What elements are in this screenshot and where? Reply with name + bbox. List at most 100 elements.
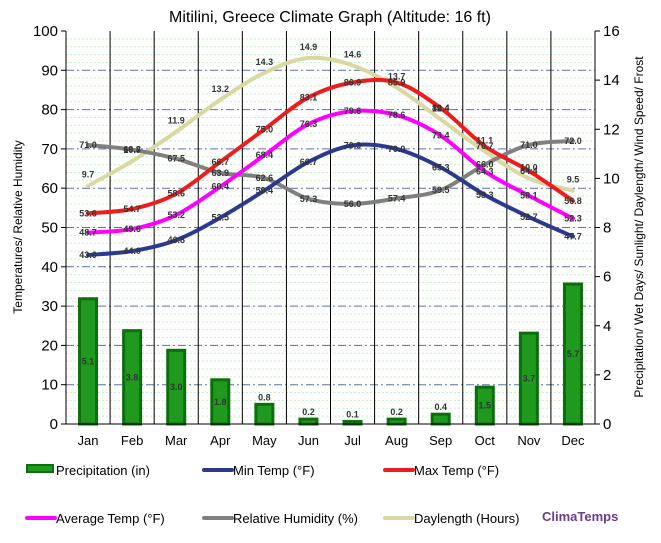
left-axis-label: Temperatures/ Relative Humidity (11, 140, 25, 313)
average-temp-f-label-nov: 58.1 (520, 191, 538, 201)
left-tick-label: 30 (41, 298, 58, 315)
precip-label-apr: 1.8 (214, 397, 227, 407)
daylength-hours-label-jul: 14.6 (344, 49, 362, 59)
daylength-hours-label-oct: 11.1 (476, 135, 493, 145)
x-tick-jul: Jul (344, 433, 361, 448)
precip-bar-aug (388, 419, 405, 424)
precip-label-jun: 0.2 (302, 407, 315, 417)
precip-label-jul: 0.1 (346, 410, 359, 420)
average-temp-f-label-jun: 76.3 (300, 119, 318, 129)
relative-humidity-label-apr: 63.9 (212, 168, 230, 178)
legend-label-relative-humidity: Relative Humidity (%) (233, 511, 358, 526)
daylength-hours-label-may: 14.3 (256, 57, 274, 67)
min-temp-f-label-feb: 44.0 (123, 246, 141, 256)
precip-label-jan: 5.1 (82, 356, 95, 366)
max-temp-f-label-jan: 53.6 (79, 208, 97, 218)
min-temp-f-label-apr: 52.5 (212, 213, 230, 223)
average-temp-f-label-aug: 78.6 (388, 110, 406, 120)
precip-label-dec: 5.7 (567, 349, 580, 359)
right-tick-label: 12 (603, 121, 620, 138)
relative-humidity-label-sep: 59.5 (432, 185, 450, 195)
min-temp-f-label-jul: 70.9 (344, 140, 362, 150)
precip-label-may: 0.8 (258, 392, 271, 402)
max-temp-f-label-apr: 66.7 (212, 157, 230, 167)
average-temp-f-label-sep: 73.4 (432, 131, 450, 141)
legend-label-max-temp-f: Max Temp (°F) (414, 463, 499, 478)
left-tick-label: 90 (41, 62, 58, 79)
average-temp-f-label-jul: 79.6 (344, 106, 362, 116)
precip-label-feb: 3.8 (126, 372, 139, 382)
min-temp-f-label-mar: 46.8 (167, 235, 185, 245)
legend-label-precipitation-in: Precipitation (in) (56, 463, 150, 478)
average-temp-f-label-mar: 53.2 (167, 210, 185, 220)
left-tick-label: 20 (41, 337, 58, 354)
daylength-hours-label-feb: 10.7 (123, 145, 141, 155)
relative-humidity-label-oct: 66.0 (476, 160, 494, 170)
relative-humidity-label-jul: 56.0 (344, 199, 362, 209)
left-tick-label: 80 (41, 102, 58, 119)
relative-humidity-label-jan: 71.0 (79, 140, 97, 150)
x-tick-jan: Jan (78, 433, 99, 448)
legend-label-daylength-hours: Daylength (Hours) (414, 511, 520, 526)
watermark-logo: ClimaTemps (542, 509, 618, 524)
daylength-hours-label-nov: 10.0 (520, 162, 538, 172)
relative-humidity-label-mar: 67.5 (167, 154, 185, 164)
x-tick-oct: Oct (475, 433, 496, 448)
legend-label-min-temp-f: Min Temp (°F) (233, 463, 315, 478)
right-axis-label: Precipitation/ Wet Days/ Sunlight/ Dayle… (632, 56, 646, 398)
x-tick-aug: Aug (385, 433, 408, 448)
x-tick-mar: Mar (165, 433, 188, 448)
left-tick-label: 70 (41, 141, 58, 158)
x-axis-ticks: Jan Feb Mar Apr May Jun Jul Aug Sep Oct Nov Dec (78, 433, 585, 448)
precip-bar-jun (300, 419, 317, 424)
min-temp-f-label-oct: 58.3 (476, 190, 494, 200)
relative-humidity-label-aug: 57.4 (388, 193, 406, 203)
max-temp-f-label-jun: 83.1 (300, 92, 318, 102)
right-tick-label: 16 (603, 23, 620, 40)
precip-label-sep: 0.4 (434, 402, 447, 412)
right-tick-label: 0 (603, 416, 611, 433)
min-temp-f-label-sep: 65.3 (432, 162, 450, 172)
max-temp-f-label-may: 75.0 (256, 124, 274, 134)
precip-label-oct: 1.5 (479, 401, 492, 411)
x-tick-jun: Jun (298, 433, 319, 448)
precip-bar-may (256, 404, 273, 424)
x-tick-dec: Dec (561, 433, 585, 448)
left-axis-ticks: 0 10 20 30 40 50 60 70 80 90 100 (33, 23, 66, 433)
max-temp-f-label-jul: 86.9 (344, 77, 362, 87)
left-tick-label: 50 (41, 220, 58, 237)
climate-chart: Mitilini, Greece Climate Graph (Altitude… (0, 0, 661, 543)
average-temp-f-label-may: 68.4 (256, 150, 274, 160)
right-tick-label: 8 (603, 220, 611, 237)
average-temp-f-label-feb: 49.6 (123, 224, 141, 234)
average-temp-f-label-dec: 52.3 (564, 213, 582, 223)
relative-humidity-label-may: 62.6 (256, 173, 274, 183)
right-tick-label: 10 (603, 170, 620, 187)
daylength-hours-label-apr: 13.2 (212, 84, 230, 94)
relative-humidity-label-dec: 72.0 (564, 136, 582, 146)
daylength-hours-label-aug: 13.7 (388, 71, 406, 81)
left-tick-label: 40 (41, 259, 58, 276)
daylength-hours-label-dec: 9.5 (567, 175, 580, 185)
max-temp-f-label-dec: 56.8 (564, 196, 582, 206)
legend-label-average-temp-f: Average Temp (°F) (56, 511, 165, 526)
precip-label-aug: 0.2 (390, 407, 403, 417)
chart-title: Mitilini, Greece Climate Graph (Altitude… (169, 9, 491, 26)
legend-swatch-precipitation (27, 465, 53, 472)
precip-label-nov: 3.7 (523, 374, 536, 384)
x-tick-nov: Nov (517, 433, 541, 448)
right-tick-label: 6 (603, 269, 611, 286)
min-temp-f-label-jun: 66.7 (300, 157, 318, 167)
min-temp-f-label-dec: 47.7 (564, 232, 582, 242)
min-temp-f-label-jan: 43.0 (79, 250, 97, 260)
daylength-hours-label-mar: 11.9 (168, 116, 185, 126)
left-tick-label: 100 (33, 23, 58, 40)
daylength-hours-label-sep: 12.4 (432, 103, 450, 113)
right-axis-ticks: 0 2 4 6 8 10 12 14 16 (595, 23, 620, 433)
right-tick-label: 2 (603, 367, 611, 384)
x-tick-apr: Apr (210, 433, 231, 448)
x-tick-feb: Feb (121, 433, 143, 448)
left-tick-label: 10 (41, 377, 58, 394)
daylength-hours-label-jan: 9.7 (82, 170, 95, 180)
min-temp-f-label-nov: 52.7 (520, 212, 538, 222)
